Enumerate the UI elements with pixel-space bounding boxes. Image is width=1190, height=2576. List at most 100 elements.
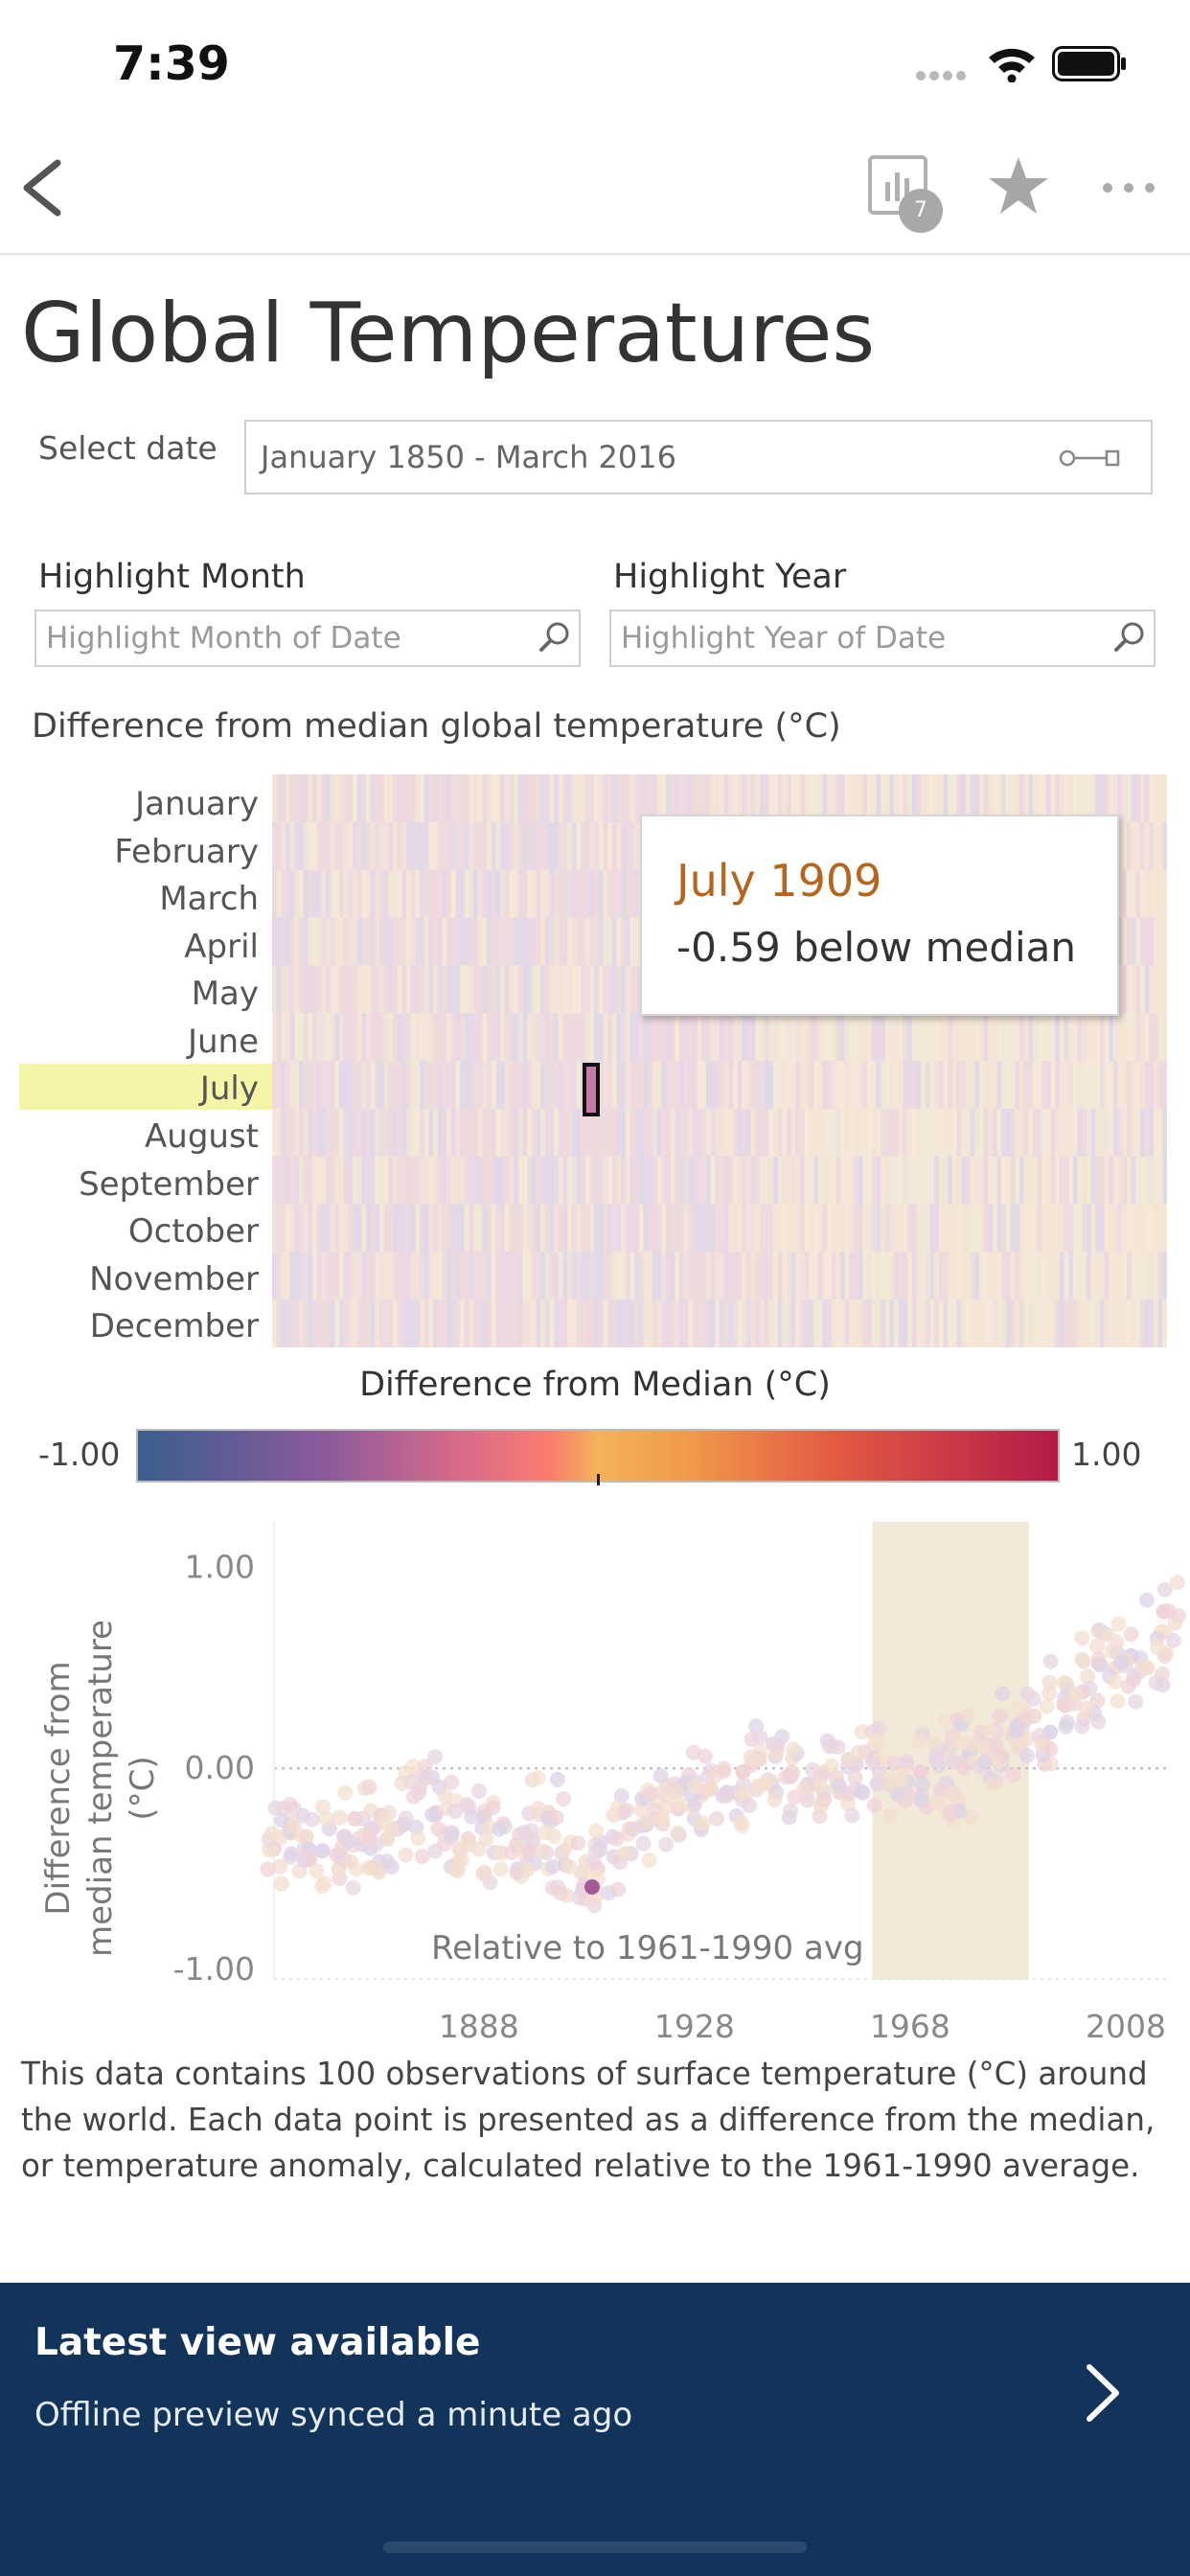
scatter-point[interactable] <box>361 1828 378 1845</box>
scatter-point[interactable] <box>945 1753 960 1769</box>
scatter-point[interactable] <box>459 1797 474 1813</box>
scatter-point[interactable] <box>783 1803 798 1819</box>
scatter-point[interactable] <box>447 1804 464 1820</box>
scatter-point[interactable] <box>956 1760 973 1776</box>
scatter-point[interactable] <box>992 1709 1008 1725</box>
scatter-point[interactable] <box>695 1815 711 1831</box>
scatter-point[interactable] <box>658 1799 675 1815</box>
scatter-point[interactable] <box>701 1782 718 1798</box>
scatter-point[interactable] <box>398 1810 414 1827</box>
scatter-point[interactable] <box>345 1880 361 1896</box>
scatter-point[interactable] <box>931 1758 947 1774</box>
scatter-point[interactable] <box>886 1755 903 1771</box>
scatter-point[interactable] <box>1041 1674 1058 1690</box>
scatter-point[interactable] <box>850 1744 866 1760</box>
offline-banner[interactable]: Latest view available Offline preview sy… <box>0 2283 1190 2576</box>
scatter-point[interactable] <box>752 1729 768 1745</box>
scatter-point[interactable] <box>476 1864 492 1880</box>
scatter-point[interactable] <box>1165 1632 1181 1648</box>
scatter-point[interactable] <box>1042 1741 1059 1758</box>
highlight-month-input[interactable] <box>34 610 581 667</box>
scatter-point[interactable] <box>812 1779 829 1795</box>
scatter-point[interactable] <box>545 1858 561 1874</box>
scatter-point[interactable] <box>866 1797 882 1813</box>
scatter-point[interactable] <box>405 1759 422 1774</box>
scatter-point[interactable] <box>314 1878 331 1895</box>
scatter-point[interactable] <box>1123 1626 1139 1643</box>
scatter-point[interactable] <box>932 1782 949 1798</box>
date-range-filter[interactable]: January 1850 - March 2016 <box>244 420 1153 494</box>
scatter-point[interactable] <box>318 1810 334 1827</box>
more-options-button[interactable] <box>1100 180 1157 196</box>
scatter-point[interactable] <box>298 1828 314 1845</box>
scatter-point[interactable] <box>297 1848 312 1864</box>
scatter-point[interactable] <box>1074 1651 1090 1668</box>
scatter-point[interactable] <box>535 1843 551 1859</box>
scatter-point[interactable] <box>847 1769 863 1785</box>
scatter-point[interactable] <box>260 1861 276 1877</box>
scatter-point[interactable] <box>273 1875 289 1892</box>
scatter-point[interactable] <box>853 1783 869 1800</box>
scatter-point[interactable] <box>1082 1680 1098 1696</box>
back-button[interactable] <box>13 153 80 222</box>
scatter-point[interactable] <box>304 1811 320 1828</box>
highlighted-scatter-point[interactable] <box>584 1879 600 1895</box>
scatter-point[interactable] <box>642 1785 658 1802</box>
scatter-point[interactable] <box>549 1771 565 1787</box>
scatter-point[interactable] <box>638 1815 654 1830</box>
scatter-point[interactable] <box>734 1818 750 1834</box>
scatter-point[interactable] <box>618 1803 634 1819</box>
scatter-point[interactable] <box>716 1760 732 1777</box>
scatter-point[interactable] <box>1078 1700 1093 1716</box>
scatter-point[interactable] <box>927 1736 943 1752</box>
scatter-point[interactable] <box>881 1807 898 1824</box>
scatter-point[interactable] <box>492 1861 509 1877</box>
scatter-point[interactable] <box>570 1835 586 1852</box>
scatter-point[interactable] <box>823 1758 839 1774</box>
scatter-point[interactable] <box>796 1781 812 1797</box>
scatter-point[interactable] <box>769 1737 786 1754</box>
search-icon[interactable] <box>1113 621 1146 654</box>
scatter-point[interactable] <box>1104 1644 1120 1660</box>
scatter-point[interactable] <box>1056 1696 1071 1713</box>
scatter-point[interactable] <box>556 1843 572 1859</box>
scatter-point[interactable] <box>865 1755 881 1771</box>
scatter-point[interactable] <box>332 1809 348 1826</box>
scatter-point[interactable] <box>492 1845 509 1861</box>
scatter-point[interactable] <box>1089 1692 1106 1709</box>
scatter-point[interactable] <box>832 1778 847 1794</box>
scatter-point[interactable] <box>1148 1674 1164 1690</box>
scatter-point[interactable] <box>976 1754 993 1770</box>
scatter-point[interactable] <box>485 1800 501 1816</box>
scatter-point[interactable] <box>444 1774 459 1790</box>
scatter-point[interactable] <box>1110 1693 1126 1710</box>
scatter-point[interactable] <box>556 1791 572 1807</box>
highlight-year-input[interactable] <box>609 610 1156 667</box>
scatter-point[interactable] <box>337 1828 354 1845</box>
scatter-point[interactable] <box>913 1764 929 1781</box>
scatter-point[interactable] <box>1110 1616 1127 1632</box>
scatter-point[interactable] <box>742 1798 757 1813</box>
scatter-point[interactable] <box>910 1734 927 1750</box>
scatter-point[interactable] <box>427 1749 444 1765</box>
scatter-point[interactable] <box>959 1708 975 1723</box>
scatter-point[interactable] <box>954 1735 971 1751</box>
scatter-point[interactable] <box>785 1741 801 1758</box>
scatter-point[interactable] <box>1011 1700 1026 1716</box>
scatter-point[interactable] <box>633 1802 650 1818</box>
scatter-point[interactable] <box>548 1809 564 1826</box>
scatter-point[interactable] <box>343 1853 358 1870</box>
scatter-point[interactable] <box>264 1826 281 1841</box>
scatter-point[interactable] <box>286 1817 302 1833</box>
scatter-point[interactable] <box>1025 1690 1041 1707</box>
scatter-point[interactable] <box>1160 1603 1177 1619</box>
scatter-point[interactable] <box>410 1830 426 1847</box>
scatter-point[interactable] <box>1009 1718 1025 1735</box>
scatter-point[interactable] <box>416 1769 432 1785</box>
scatter-point[interactable] <box>383 1823 400 1839</box>
scatter-point[interactable] <box>641 1852 657 1869</box>
scatter-point[interactable] <box>601 1885 617 1901</box>
scatter-point[interactable] <box>337 1784 354 1801</box>
scatter-point[interactable] <box>427 1843 444 1859</box>
